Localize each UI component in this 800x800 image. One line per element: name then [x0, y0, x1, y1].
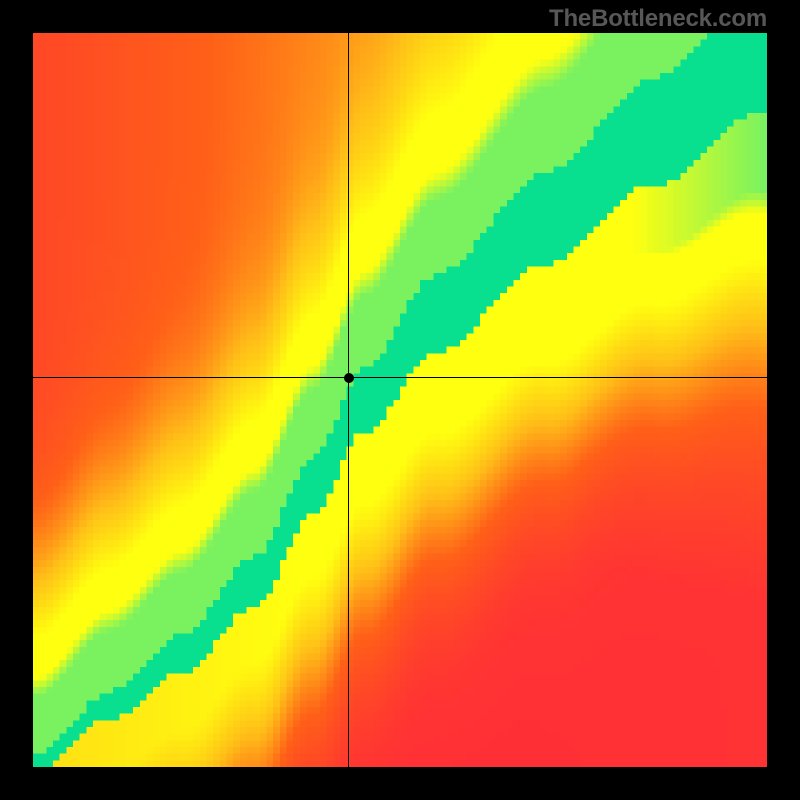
heatmap-canvas	[33, 33, 767, 767]
chart-stage: TheBottleneck.com	[0, 0, 800, 800]
crosshair-marker	[344, 373, 354, 383]
crosshair-horizontal	[33, 377, 767, 378]
watermark-text: TheBottleneck.com	[549, 5, 767, 33]
crosshair-vertical	[348, 33, 349, 767]
